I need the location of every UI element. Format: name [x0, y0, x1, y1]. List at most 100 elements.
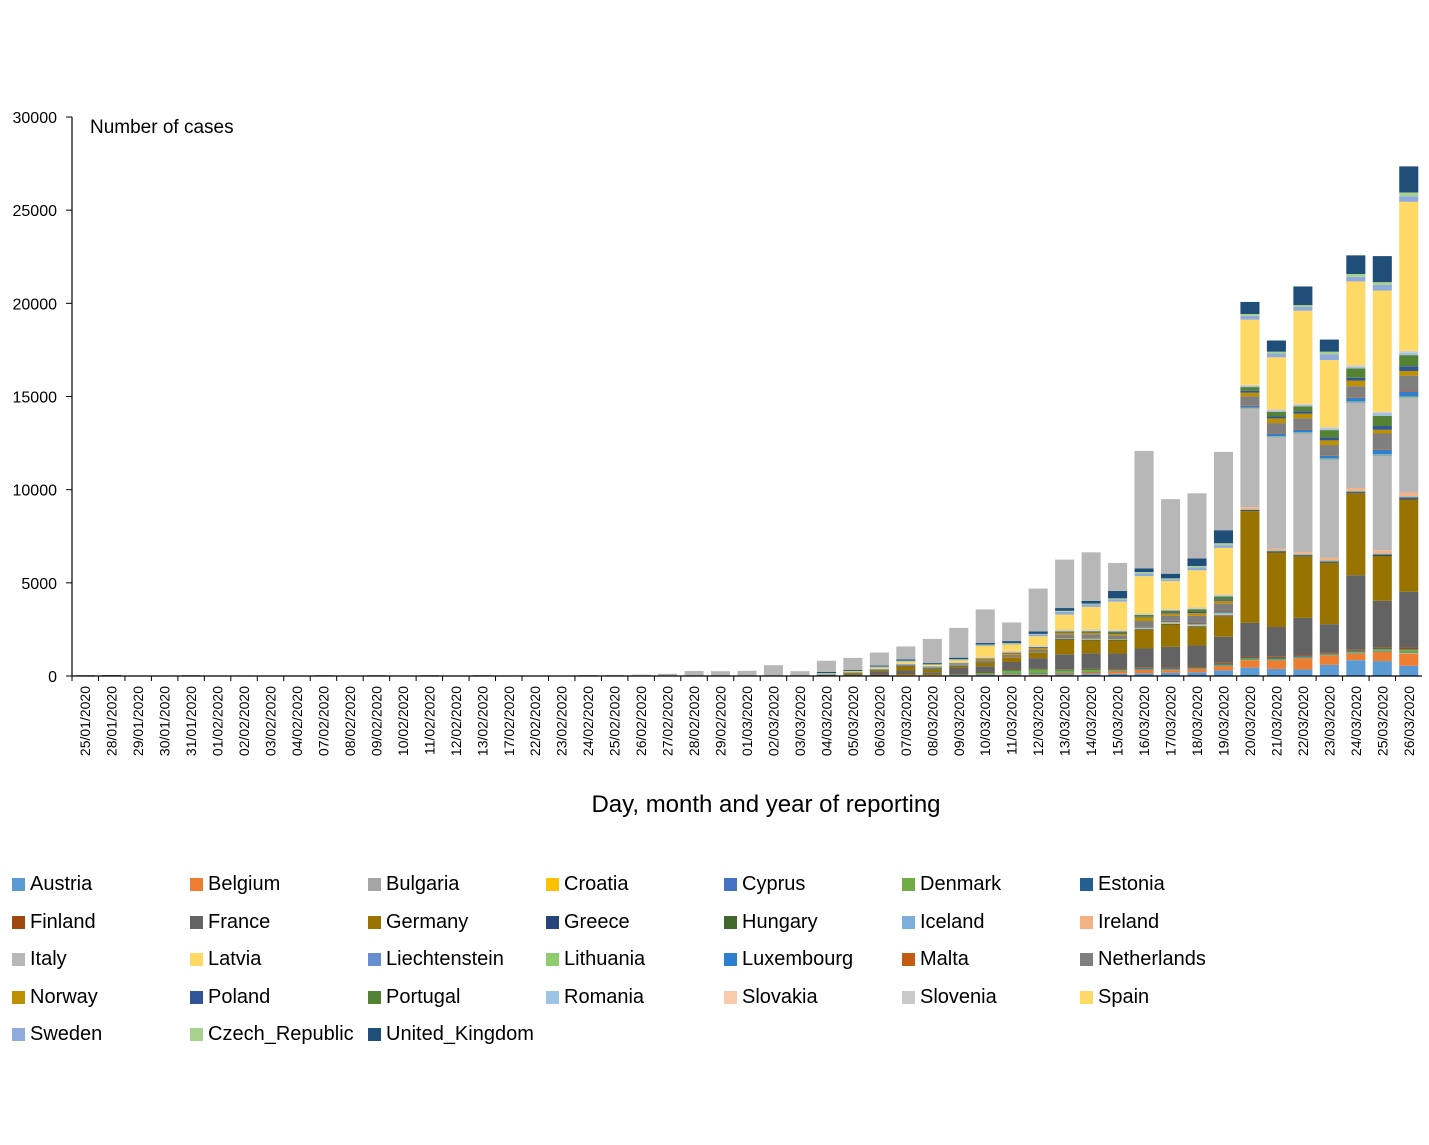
- bar-segment: [1293, 658, 1313, 670]
- bar-segment: [1187, 626, 1207, 646]
- bar-segment: [1346, 651, 1366, 653]
- bar-segment: [1134, 627, 1154, 629]
- bar-segment: [975, 644, 995, 646]
- bar-segment: [1240, 660, 1260, 668]
- bar-segment: [1266, 657, 1286, 659]
- bar-segment: [922, 664, 942, 665]
- bar-segment: [975, 644, 995, 646]
- legend-swatch: [724, 878, 737, 892]
- bar-segment: [1161, 646, 1181, 668]
- bar-segment: [1002, 650, 1022, 652]
- bar-segment: [1266, 659, 1286, 661]
- bar-segment: [1240, 667, 1260, 676]
- bar-segment: [1213, 665, 1233, 671]
- bar-stack: [763, 665, 783, 677]
- legend-item: United_Kingdom: [368, 1023, 546, 1046]
- legend-swatch: [368, 990, 381, 1004]
- x-tick-label: 25/01/2020: [77, 686, 93, 756]
- bar-segment: [1161, 578, 1181, 580]
- bar-segment: [816, 660, 836, 672]
- bar-segment: [1134, 617, 1154, 622]
- bar-segment: [1108, 590, 1128, 599]
- bar-stack: [869, 652, 889, 677]
- stacked-bar-chart: 0 5000 10000 15000 20000 25000 30000 25/01/202…: [13, 110, 1422, 818]
- bar-segment: [869, 672, 889, 675]
- legend-item: Germany: [368, 911, 546, 934]
- bar-segment: [1399, 192, 1419, 197]
- bar-segment: [1213, 596, 1233, 600]
- legend-swatch: [902, 915, 915, 929]
- x-tick-label: 22/03/2020: [1295, 686, 1311, 756]
- bar-segment: [843, 671, 863, 673]
- bar-segment: [1293, 669, 1313, 676]
- bar-segment: [922, 674, 942, 676]
- legend-label: Finland: [30, 910, 96, 933]
- bar-segment: [1002, 651, 1022, 653]
- legend-swatch: [902, 878, 915, 892]
- bar-segment: [1161, 579, 1181, 582]
- bar-segment: [1213, 595, 1233, 597]
- legend-swatch: [902, 990, 915, 1004]
- legend-item: Latvia: [190, 948, 368, 971]
- bar-segment: [1293, 429, 1313, 433]
- bar-segment: [1266, 552, 1286, 627]
- bar-segment: [1346, 490, 1366, 492]
- bar-segment: [1399, 201, 1419, 351]
- bar-segment: [1293, 432, 1313, 433]
- bar-stack: [737, 670, 757, 677]
- bar-segment: [1372, 556, 1392, 601]
- x-tick-label: 08/03/2020: [924, 686, 940, 756]
- bar-segment: [1213, 612, 1233, 614]
- x-tick-label: 21/03/2020: [1268, 686, 1284, 756]
- bar-segment: [1108, 599, 1128, 602]
- bar-segment: [1266, 433, 1286, 434]
- bar-segment: [1319, 557, 1339, 561]
- bar-segment: [1055, 673, 1075, 675]
- bar-segment: [1346, 650, 1366, 652]
- bar-segment: [1266, 423, 1286, 434]
- legend-swatch: [368, 878, 381, 892]
- x-tick-label: 09/02/2020: [368, 686, 384, 756]
- bar-segment: [1081, 653, 1101, 669]
- bar-segment: [1081, 632, 1101, 635]
- bar-segment: [1319, 360, 1339, 428]
- x-tick-label: 12/02/2020: [448, 686, 464, 756]
- bar-segment: [1372, 554, 1392, 557]
- bar-segment: [1319, 561, 1339, 562]
- legend-item: Italy: [12, 948, 190, 971]
- bar-segment: [1081, 674, 1101, 676]
- bar-segment: [1187, 666, 1207, 667]
- legend-swatch: [546, 915, 559, 929]
- bar-segment: [1134, 668, 1154, 670]
- legend-label: Czech_Republic: [208, 1023, 354, 1046]
- bar-segment: [1319, 624, 1339, 653]
- x-tick-label: 11/02/2020: [421, 686, 437, 755]
- bar-segment: [1108, 601, 1128, 630]
- bar-segment: [658, 673, 678, 676]
- bar-segment: [949, 667, 969, 674]
- legend-item: Slovakia: [724, 986, 902, 1009]
- x-tick-label: 02/02/2020: [236, 686, 252, 756]
- bar-segment: [1240, 511, 1260, 623]
- bar-segment: [1399, 498, 1419, 500]
- legend-item: Finland: [12, 911, 190, 934]
- legend-item: Hungary: [724, 911, 902, 934]
- bar-segment: [975, 662, 995, 667]
- x-tick-label: 17/03/2020: [1163, 686, 1179, 756]
- bar-segment: [1399, 492, 1419, 497]
- bar-segment: [1293, 552, 1313, 555]
- bar-segment: [975, 661, 995, 663]
- bar-segment: [1319, 561, 1339, 563]
- legend-swatch: [1080, 878, 1093, 892]
- x-tick-label: 29/02/2020: [713, 686, 729, 756]
- bar-segment: [1399, 366, 1419, 371]
- bar-segment: [1213, 615, 1233, 617]
- x-tick-label: 01/02/2020: [210, 686, 226, 756]
- bar-segment: [1028, 652, 1048, 659]
- bar-segment: [1399, 499, 1419, 592]
- bar-segment: [1266, 357, 1286, 410]
- bar-segment: [1161, 612, 1181, 614]
- bar-segment: [1213, 547, 1233, 595]
- bar-segment: [1266, 668, 1286, 676]
- bar-segment: [1081, 632, 1101, 633]
